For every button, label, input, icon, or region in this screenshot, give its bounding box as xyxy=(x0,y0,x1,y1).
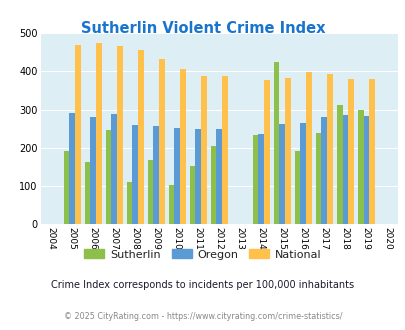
Bar xyxy=(189,166,195,224)
Bar xyxy=(336,105,342,224)
Bar xyxy=(273,62,279,224)
Bar xyxy=(138,50,143,224)
Bar xyxy=(179,69,185,224)
Bar xyxy=(300,123,305,224)
Bar xyxy=(84,162,90,224)
Bar xyxy=(210,146,216,224)
Bar xyxy=(326,74,332,224)
Bar xyxy=(222,76,227,224)
Bar xyxy=(357,110,362,224)
Bar xyxy=(258,134,264,224)
Bar xyxy=(159,59,164,224)
Bar xyxy=(200,76,206,224)
Bar xyxy=(368,79,374,224)
Bar xyxy=(147,160,153,224)
Bar xyxy=(69,114,75,224)
Bar xyxy=(305,72,311,224)
Bar xyxy=(315,133,321,224)
Bar xyxy=(264,81,269,224)
Bar xyxy=(75,45,81,224)
Bar xyxy=(64,150,69,224)
Text: Sutherlin Violent Crime Index: Sutherlin Violent Crime Index xyxy=(81,21,324,36)
Bar xyxy=(294,150,300,224)
Bar xyxy=(117,46,122,224)
Bar xyxy=(105,130,111,224)
Bar xyxy=(252,135,258,224)
Bar xyxy=(90,117,96,224)
Bar xyxy=(279,124,284,224)
Text: © 2025 CityRating.com - https://www.cityrating.com/crime-statistics/: © 2025 CityRating.com - https://www.city… xyxy=(64,312,341,321)
Bar xyxy=(216,129,222,224)
Bar xyxy=(153,126,159,224)
Bar xyxy=(362,116,368,224)
Bar xyxy=(195,129,200,224)
Bar xyxy=(347,79,353,224)
Bar xyxy=(96,43,101,224)
Legend: Sutherlin, Oregon, National: Sutherlin, Oregon, National xyxy=(80,245,325,264)
Bar xyxy=(321,117,326,224)
Bar xyxy=(168,185,174,224)
Bar xyxy=(284,78,290,224)
Bar xyxy=(126,182,132,224)
Text: Crime Index corresponds to incidents per 100,000 inhabitants: Crime Index corresponds to incidents per… xyxy=(51,280,354,290)
Bar xyxy=(132,125,138,224)
Bar xyxy=(342,115,347,224)
Bar xyxy=(174,128,179,224)
Bar xyxy=(111,114,117,224)
